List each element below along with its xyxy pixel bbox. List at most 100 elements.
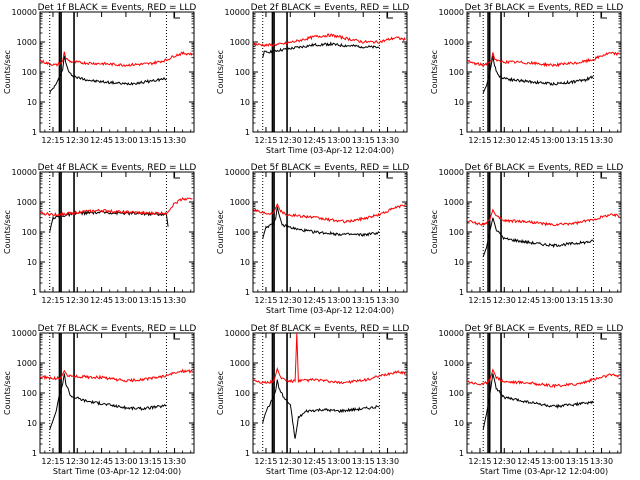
y-axis-label: Counts/sec	[216, 210, 225, 254]
y-axis-label: Counts/sec	[430, 371, 439, 415]
panel-title: Det 6f BLACK = Events, RED = LLD	[465, 163, 624, 173]
corner-marker	[600, 12, 607, 19]
y-tick-label: 100	[235, 68, 250, 77]
panel-det-7: 1 10 100 1000 10000 12:15 12:30 12:45 13:00 13:15…	[3, 324, 196, 476]
panel-title: Det 9f BLACK = Events, RED = LLD	[465, 324, 624, 334]
panel-title: Det 2f BLACK = Events, RED = LLD	[251, 3, 410, 13]
x-tick-label: 13:00	[541, 136, 564, 145]
y-tick-label: 100	[22, 228, 37, 237]
y-tick-label: 10000	[225, 329, 250, 338]
series-events-line	[262, 41, 380, 58]
x-tick-label: 12:15	[41, 296, 64, 305]
y-tick-label: 10	[240, 419, 250, 428]
y-tick-label: 1000	[230, 198, 250, 207]
y-tick-label: 10	[454, 98, 464, 107]
y-tick-label: 10000	[439, 329, 464, 338]
x-tick-label: 12:15	[41, 457, 64, 466]
y-tick-label: 100	[22, 389, 37, 398]
y-tick-label: 10	[454, 258, 464, 267]
y-tick-label: 1000	[444, 38, 464, 47]
x-tick-label: 12:30	[493, 136, 516, 145]
panel-title: Det 3f BLACK = Events, RED = LLD	[465, 3, 624, 13]
x-tick-label: 12:45	[90, 136, 113, 145]
x-tick-label: 12:45	[90, 296, 113, 305]
x-tick-label: 13:30	[590, 457, 613, 466]
x-axis-label: Start Time (03-Apr-12 12:04:00)	[53, 467, 181, 476]
y-tick-label: 10000	[439, 168, 464, 177]
x-tick-label: 12:30	[493, 296, 516, 305]
panel-title: Det 7f BLACK = Events, RED = LLD	[38, 324, 197, 334]
y-axis-label: Counts/sec	[430, 50, 439, 94]
y-tick-label: 1000	[230, 38, 250, 47]
y-tick-label: 1	[459, 288, 464, 297]
x-tick-label: 13:15	[139, 457, 162, 466]
x-tick-label: 13:30	[590, 136, 613, 145]
y-tick-label: 10000	[439, 8, 464, 17]
panel-title: Det 1f BLACK = Events, RED = LLD	[38, 3, 197, 13]
y-tick-label: 1000	[17, 359, 37, 368]
y-axis-label: Counts/sec	[3, 210, 12, 254]
y-tick-label: 1000	[444, 198, 464, 207]
y-tick-label: 10	[240, 258, 250, 267]
panel-det-1: 1 10 100 1000 10000 12:15 12:30 12:45 13:00 13:15…	[3, 3, 196, 145]
y-tick-label: 1000	[444, 359, 464, 368]
series-events-line	[49, 373, 167, 430]
x-axis-label: Start Time (03-Apr-12 12:04:00)	[266, 306, 394, 315]
y-tick-label: 100	[449, 228, 464, 237]
x-tick-label: 12:45	[303, 296, 326, 305]
series-events-line	[262, 379, 380, 439]
x-tick-label: 12:30	[66, 457, 89, 466]
y-tick-label: 10000	[12, 8, 37, 17]
x-tick-label: 12:30	[279, 296, 302, 305]
series-events-line	[482, 373, 594, 430]
x-tick-label: 13:00	[327, 296, 350, 305]
series-lld-line	[40, 197, 193, 217]
x-axis-label: Start Time (03-Apr-12 12:04:00)	[266, 467, 394, 476]
x-tick-label: 13:30	[376, 296, 399, 305]
x-tick-label: 13:00	[541, 296, 564, 305]
y-tick-label: 1000	[17, 38, 37, 47]
y-tick-label: 10000	[225, 8, 250, 17]
x-tick-label: 13:15	[566, 457, 589, 466]
panel-det-3: 1 10 100 1000 10000 12:15 12:30 12:45 13:00 13:15…	[430, 3, 623, 145]
y-tick-label: 10	[454, 419, 464, 428]
y-tick-label: 1000	[17, 198, 37, 207]
y-axis-label: Counts/sec	[216, 371, 225, 415]
y-tick-label: 100	[22, 68, 37, 77]
y-tick-label: 10	[27, 98, 37, 107]
x-tick-label: 12:15	[468, 136, 491, 145]
x-tick-label: 13:30	[163, 136, 186, 145]
y-tick-label: 10	[240, 98, 250, 107]
series-lld-line	[467, 368, 620, 389]
corner-marker	[386, 12, 393, 19]
x-tick-label: 12:15	[254, 136, 277, 145]
x-tick-label: 13:15	[352, 136, 375, 145]
x-tick-label: 13:15	[566, 296, 589, 305]
x-tick-label: 13:30	[163, 296, 186, 305]
x-tick-label: 13:00	[327, 457, 350, 466]
corner-marker	[600, 172, 607, 179]
corner-marker	[386, 172, 393, 179]
series-lld-line	[467, 51, 620, 68]
x-tick-label: 13:15	[139, 296, 162, 305]
corner-marker	[600, 333, 607, 340]
panel-det-9: 1 10 100 1000 10000 12:15 12:30 12:45 13:00 13:15…	[430, 324, 623, 476]
panel-det-5: 1 10 100 1000 10000 12:15 12:30 12:45 13:00 13:15…	[216, 163, 409, 315]
x-tick-label: 12:45	[517, 457, 540, 466]
y-tick-label: 1	[459, 128, 464, 137]
x-tick-label: 12:15	[468, 457, 491, 466]
corner-marker	[386, 333, 393, 340]
y-tick-label: 100	[449, 68, 464, 77]
y-tick-label: 10000	[225, 168, 250, 177]
x-tick-label: 12:30	[493, 457, 516, 466]
corner-marker	[173, 172, 180, 179]
y-tick-label: 1	[245, 128, 250, 137]
y-tick-label: 100	[235, 389, 250, 398]
panel-det-6: 1 10 100 1000 10000 12:15 12:30 12:45 13:00 13:15…	[430, 163, 623, 305]
x-axis-label: Start Time (03-Apr-12 12:04:00)	[480, 467, 608, 476]
panel-det-8: 1 10 100 1000 10000 12:15 12:30 12:45 13:00 13:15…	[216, 324, 409, 476]
y-tick-label: 100	[449, 389, 464, 398]
panel-title: Det 4f BLACK = Events, RED = LLD	[38, 163, 197, 173]
series-events-line	[262, 206, 380, 239]
